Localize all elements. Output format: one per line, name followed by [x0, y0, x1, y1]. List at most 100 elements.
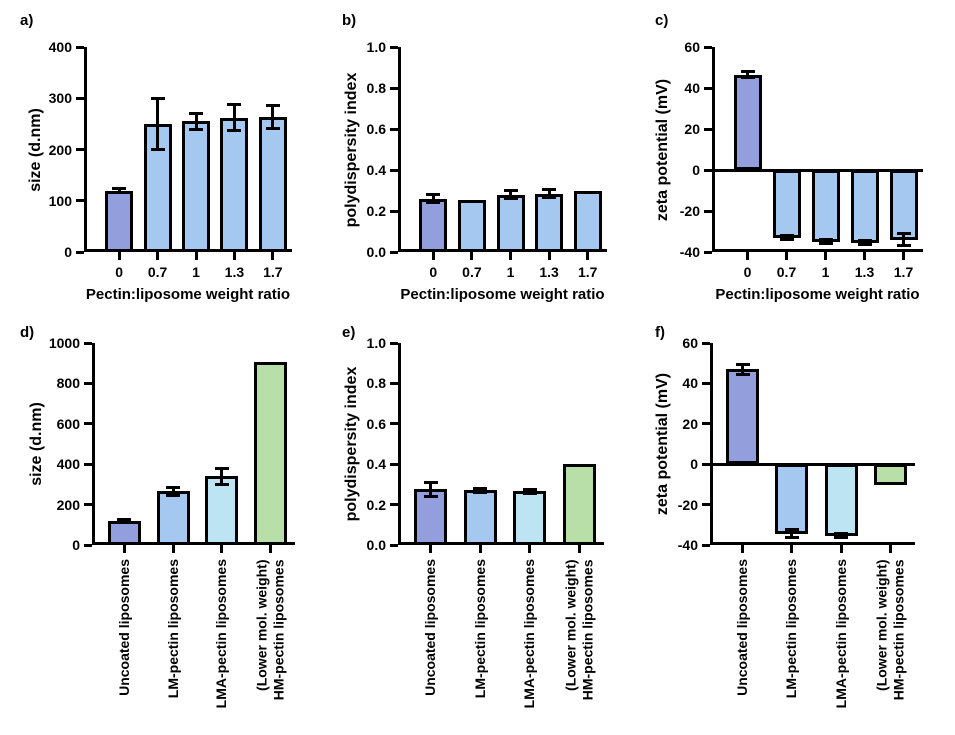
zero-baseline [710, 462, 915, 466]
error-bar-cap [426, 201, 441, 205]
x-tick-label: 0.7 [147, 264, 168, 280]
bar-a-3 [182, 121, 210, 252]
y-tick [702, 503, 710, 507]
x-tick [863, 252, 866, 260]
x-tick [194, 252, 198, 260]
error-bar-cap [214, 482, 229, 486]
zero-baseline [712, 168, 923, 172]
bar-e-4 [562, 464, 596, 545]
bar-b-3 [496, 194, 525, 252]
x-tick-label: 1.3 [854, 264, 875, 280]
error-bar-cap [818, 238, 833, 242]
y-tick-label: 40 [684, 80, 700, 96]
error-bar-cap [426, 193, 441, 197]
y-tick [704, 86, 712, 90]
x-tick-label-line: LM-pectin liposomes [164, 559, 181, 699]
y-tick [702, 462, 710, 466]
y-axis-line [398, 47, 401, 252]
error-bar-cap [265, 104, 280, 108]
error-bar-cap [857, 243, 872, 247]
y-tick-label: 0.2 [366, 203, 386, 219]
error-bar-cap [740, 76, 755, 80]
error-bar-cap [112, 191, 127, 195]
error-bar [271, 105, 275, 129]
y-tick [84, 341, 92, 345]
x-tick-label: (Lower mol. weight) HM-pectin liposomes [562, 559, 596, 734]
x-tick [888, 545, 892, 553]
y-tick [76, 148, 84, 151]
y-tick [84, 543, 92, 547]
y-tick-label: 60 [684, 39, 700, 55]
x-tick-label: LMA-pectin liposomes [213, 559, 230, 734]
x-tick-label: LM-pectin liposomes [472, 559, 489, 734]
y-tick [390, 381, 398, 385]
bar-e-3 [513, 491, 547, 545]
panel-letter-d: d) [20, 324, 35, 341]
error-bar-cap [522, 491, 537, 495]
y-tick [704, 45, 712, 49]
x-tick-label-line: Uncoated liposomes [734, 559, 751, 696]
error-bar [863, 240, 866, 245]
error-bar-cap [834, 536, 849, 540]
y-tick-label: 60 [682, 335, 698, 351]
y-tick [390, 168, 398, 172]
y-tick-label: 200 [48, 141, 72, 158]
bar-d-4 [254, 362, 288, 545]
y-tick [84, 381, 92, 385]
y-tick-label: 0.8 [366, 375, 386, 392]
error-bar [547, 189, 551, 198]
x-tick [746, 252, 749, 260]
y-tick-label: 0.4 [366, 162, 386, 178]
error-bar [431, 194, 435, 203]
x-tick [122, 545, 126, 553]
x-tick-label: LMA-pectin liposomes [833, 559, 850, 734]
x-tick-label-line: HM-pectin liposomes [890, 559, 907, 700]
x-axis-title: Pectin:liposome weight ratio [400, 286, 605, 303]
error-bar [509, 190, 512, 199]
x-tick-label: 1.7 [577, 264, 598, 280]
bar-b-5 [573, 190, 602, 252]
y-tick-label: 0.8 [366, 80, 386, 96]
x-tick-label-line: HM-pectin liposomes [579, 559, 596, 700]
error-bar [790, 529, 794, 538]
y-tick [704, 250, 712, 254]
x-axis-line [710, 542, 915, 545]
error-bar-cap [784, 528, 799, 532]
panel-letter-f: f) [655, 324, 665, 341]
y-tick-label: 0 [72, 537, 80, 553]
error-bar-cap [784, 536, 799, 540]
y-tick-label: -40 [679, 244, 700, 260]
bar-d-1 [107, 520, 141, 545]
error-bar-cap [473, 486, 488, 490]
y-axis-title: zeta potential (mV) [654, 372, 671, 516]
x-tick-label-line: Uncoated liposomes [422, 559, 439, 696]
y-axis-line [92, 343, 95, 545]
x-tick [741, 545, 745, 553]
bar-c-3 [811, 170, 840, 242]
x-tick-label-line: LM-pectin liposomes [783, 559, 800, 699]
bar-d-2 [156, 491, 190, 545]
bar-c-5 [889, 170, 918, 240]
x-tick-label-line: (Lower mol. weight) [873, 559, 890, 691]
y-tick [704, 209, 712, 213]
bar-e-1 [414, 489, 448, 545]
bar-d-3 [205, 476, 239, 545]
y-axis-line [398, 343, 401, 545]
x-tick-label-line: (Lower mol. weight) [562, 559, 579, 691]
x-tick-label-line: (Lower mol. weight) [253, 559, 270, 691]
x-tick-label: 0.7 [462, 264, 482, 280]
x-tick-label: 1.7 [893, 264, 914, 280]
y-tick [84, 462, 92, 466]
y-tick-label: 400 [48, 39, 72, 55]
y-tick [702, 381, 710, 385]
x-tick-label-line: LMA-pectin liposomes [832, 559, 849, 709]
panel-letter-c: c) [655, 12, 669, 29]
y-tick [390, 250, 398, 254]
y-tick [390, 422, 398, 426]
x-tick [902, 252, 905, 260]
y-tick-label: -40 [677, 537, 698, 553]
x-tick-label: LMA-pectin liposomes [521, 559, 538, 734]
error-bar-cap [542, 187, 557, 191]
x-tick [117, 252, 121, 260]
